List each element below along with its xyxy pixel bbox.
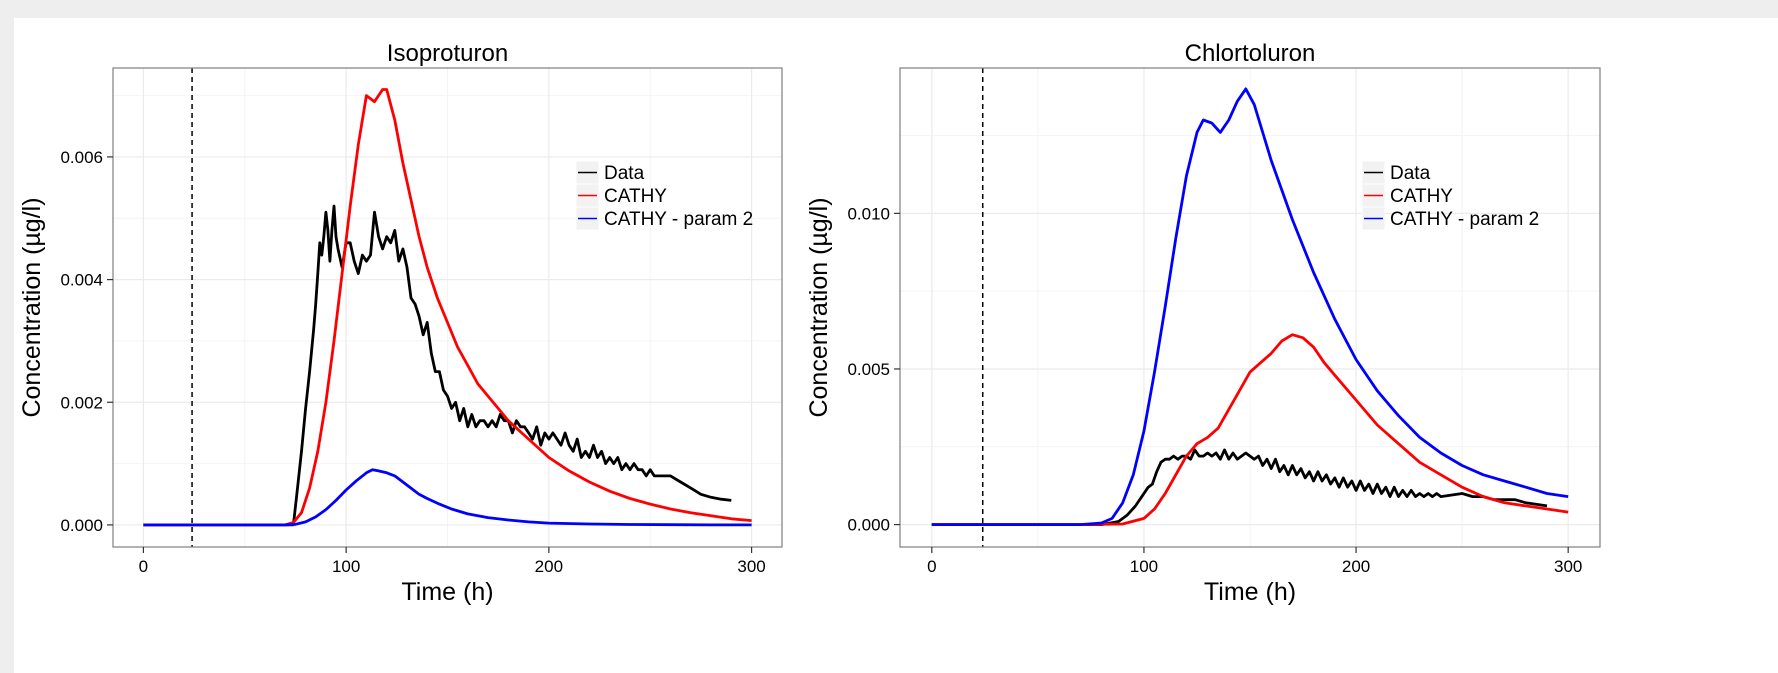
x-tick-label: 300 bbox=[1554, 557, 1582, 576]
series-line-cathy bbox=[931, 333, 1569, 527]
y-tick-label: 0.000 bbox=[60, 516, 103, 535]
series-line-data bbox=[931, 448, 1548, 527]
figure: 0 100 200 300 0.000 0.002 0.004 0.006 Isoproturo… bbox=[14, 18, 1778, 673]
x-tick-label: 200 bbox=[1342, 557, 1370, 576]
legend-label: CATHY - param 2 bbox=[1390, 209, 1539, 230]
x-tick-label: 100 bbox=[332, 557, 360, 576]
y-tick-label: 0.006 bbox=[60, 148, 103, 167]
x-axis-title: Time (h) bbox=[401, 578, 493, 606]
x-tick-label: 300 bbox=[737, 557, 765, 576]
series-line-cathy-param-2 bbox=[143, 468, 752, 527]
series-line-cathy bbox=[143, 88, 752, 527]
y-tick-label: 0.004 bbox=[60, 271, 103, 290]
legend-label: CATHY bbox=[1390, 186, 1453, 207]
chart-panel-1: 0 100 200 300 0.000 0.005 0.010 Chlortoluron Tim… bbox=[805, 40, 1601, 606]
chart-svg: 0 100 200 300 0.000 0.002 0.004 0.006 Isoproturo… bbox=[18, 40, 1601, 606]
chart-title: Isoproturon bbox=[387, 40, 508, 67]
plot-border bbox=[112, 67, 783, 548]
legend-label: CATHY - param 2 bbox=[604, 209, 753, 230]
plot-border bbox=[899, 67, 1601, 548]
x-tick-label: 200 bbox=[535, 557, 563, 576]
legend-label: Data bbox=[1390, 163, 1431, 184]
chart-panel-0: 0 100 200 300 0.000 0.002 0.004 0.006 Isoproturo… bbox=[18, 40, 783, 606]
series-line-data bbox=[143, 204, 732, 527]
y-tick-label: 0.010 bbox=[847, 204, 890, 223]
x-tick-label: 100 bbox=[1130, 557, 1158, 576]
x-tick-label: 0 bbox=[139, 557, 148, 576]
x-axis-title: Time (h) bbox=[1204, 578, 1296, 606]
series-group bbox=[143, 88, 752, 527]
y-tick-label: 0.000 bbox=[847, 516, 890, 535]
y-axis-title: Concentration (µg/l) bbox=[805, 197, 833, 417]
y-tick-label: 0.005 bbox=[847, 360, 890, 379]
y-tick-label: 0.002 bbox=[60, 393, 103, 412]
chart-title: Chlortoluron bbox=[1185, 40, 1316, 67]
legend-label: CATHY bbox=[604, 186, 667, 207]
x-tick-label: 0 bbox=[927, 557, 936, 576]
series-line-cathy-param-2 bbox=[931, 87, 1569, 527]
legend-label: Data bbox=[604, 163, 645, 184]
series-group bbox=[931, 87, 1569, 527]
y-axis-title: Concentration (µg/l) bbox=[18, 197, 46, 417]
